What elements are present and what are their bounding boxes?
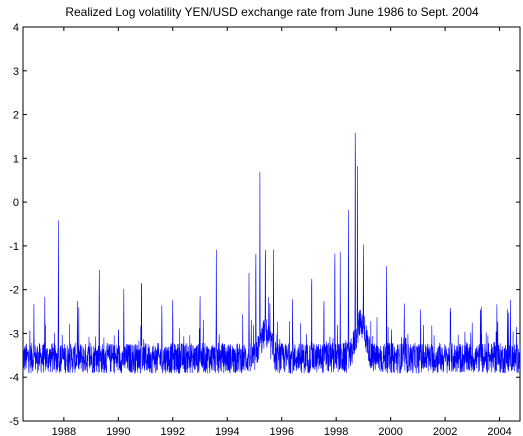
y-tick-label: 2 [13,110,19,122]
x-tick-label: 1988 [52,426,76,436]
y-tick-label: -5 [9,416,19,428]
y-tick-label: 0 [13,197,19,209]
series-line [22,132,521,374]
y-tick-label: -1 [9,241,19,253]
series-layer [22,132,521,374]
x-tick-label: 2000 [378,426,402,436]
x-tick-label: 1994 [215,426,239,436]
x-tick-label: 1992 [161,426,185,436]
x-tick-label: 1990 [106,426,130,436]
x-tick-label: 2004 [487,426,511,436]
y-tick-label: -4 [9,372,19,384]
y-tick-label: -2 [9,285,19,297]
x-tick-label: 2002 [433,426,457,436]
y-tick-label: 3 [13,66,19,78]
y-tick-label: -3 [9,328,19,340]
axis-layer: -5 -4 -3 -2 -1 0 1 2 3 4 1988 1990 1992 1994 1996 1998 2… [9,22,520,436]
x-tick-label: 1998 [324,426,348,436]
chart-title: Realized Log volatility YEN/USD exchange… [65,5,479,19]
y-tick-label: 4 [13,22,19,34]
x-tick-label: 1996 [269,426,293,436]
y-tick-label: 1 [13,153,19,165]
